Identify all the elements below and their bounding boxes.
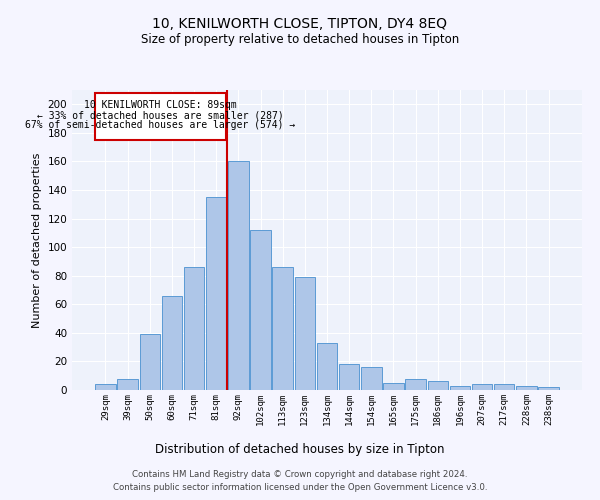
- Text: Contains HM Land Registry data © Crown copyright and database right 2024.: Contains HM Land Registry data © Crown c…: [132, 470, 468, 479]
- Bar: [228, 162, 248, 390]
- Bar: [450, 386, 470, 390]
- Bar: [339, 364, 359, 390]
- Text: 10, KENILWORTH CLOSE, TIPTON, DY4 8EQ: 10, KENILWORTH CLOSE, TIPTON, DY4 8EQ: [152, 18, 448, 32]
- Bar: [250, 230, 271, 390]
- Bar: [295, 277, 315, 390]
- Bar: [361, 367, 382, 390]
- Text: Contains public sector information licensed under the Open Government Licence v3: Contains public sector information licen…: [113, 484, 487, 492]
- Y-axis label: Number of detached properties: Number of detached properties: [32, 152, 42, 328]
- Text: Size of property relative to detached houses in Tipton: Size of property relative to detached ho…: [141, 32, 459, 46]
- Bar: [516, 386, 536, 390]
- Bar: [95, 93, 226, 140]
- Bar: [272, 267, 293, 390]
- Bar: [95, 384, 116, 390]
- Bar: [118, 378, 138, 390]
- Bar: [472, 384, 493, 390]
- Text: 67% of semi-detached houses are larger (574) →: 67% of semi-detached houses are larger (…: [25, 120, 296, 130]
- Bar: [184, 267, 204, 390]
- Text: 10 KENILWORTH CLOSE: 89sqm: 10 KENILWORTH CLOSE: 89sqm: [84, 100, 237, 110]
- Text: Distribution of detached houses by size in Tipton: Distribution of detached houses by size …: [155, 442, 445, 456]
- Bar: [317, 343, 337, 390]
- Bar: [538, 387, 559, 390]
- Bar: [406, 378, 426, 390]
- Bar: [140, 334, 160, 390]
- Bar: [428, 382, 448, 390]
- Bar: [161, 296, 182, 390]
- Text: ← 33% of detached houses are smaller (287): ← 33% of detached houses are smaller (28…: [37, 110, 284, 120]
- Bar: [383, 383, 404, 390]
- Bar: [494, 384, 514, 390]
- Bar: [206, 197, 226, 390]
